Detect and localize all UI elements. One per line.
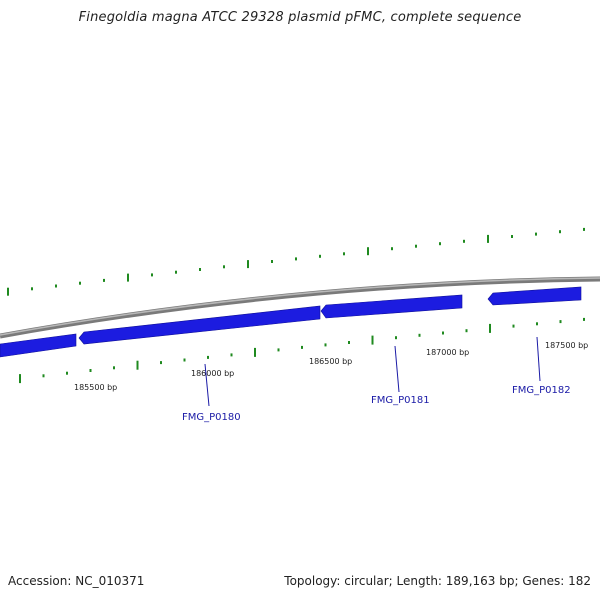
gene-label-fmg-p0181[interactable]: FMG_P0181 [371, 395, 430, 406]
accession-text: Accession: NC_010371 [8, 574, 145, 588]
position-label-186000: 186000 bp [191, 369, 234, 378]
gene-label-fmg-p0182[interactable]: FMG_P0182 [512, 385, 571, 396]
position-label-185500: 185500 bp [74, 383, 117, 392]
gene-arrow[interactable] [0, 333, 77, 358]
gene-leader-fmg-p0180 [204, 363, 210, 407]
gene-label-fmg-p0180[interactable]: FMG_P0180 [182, 412, 241, 423]
plasmid-backbone [0, 276, 600, 339]
gene-arrow-fmg-p0182[interactable] [487, 286, 582, 306]
inner-tick-ring [19, 317, 585, 384]
sequence-summary: Topology: circular; Length: 189,163 bp; … [284, 574, 591, 588]
gene-leader-fmg-p0182 [536, 336, 541, 382]
plasmid-backbone-highlight [0, 277, 600, 336]
position-label-186500: 186500 bp [309, 357, 352, 366]
gene-leader-fmg-p0181 [394, 345, 400, 393]
outer-tick-ring [7, 227, 585, 296]
gene-arrow-fmg-p0180[interactable] [78, 305, 321, 345]
map-title: Finegoldia magna ATCC 29328 plasmid pFMC… [78, 10, 522, 25]
position-label-187000: 187000 bp [426, 348, 469, 357]
gene-track [0, 286, 582, 358]
gene-arrow-fmg-p0181[interactable] [320, 294, 463, 319]
position-label-187500: 187500 bp [545, 341, 588, 350]
